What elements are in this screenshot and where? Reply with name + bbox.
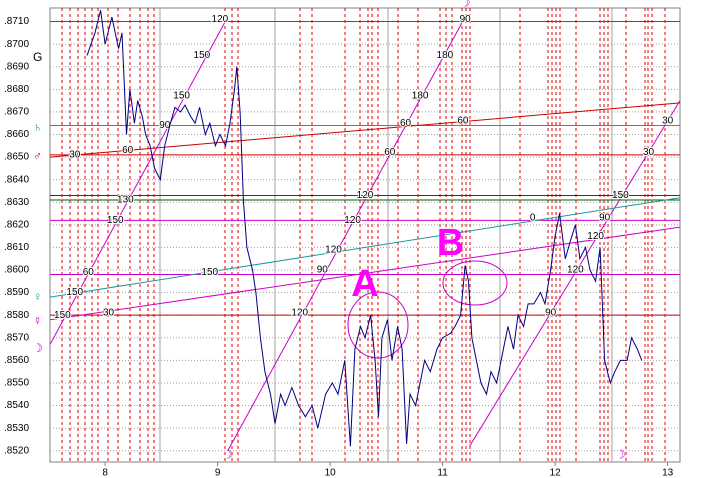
angle-label: 150 (612, 190, 629, 201)
y-tick-label: .8550 (4, 378, 29, 389)
aspect-ray (227, 16, 466, 451)
y-tick-label: .8530 (4, 423, 29, 434)
y-tick-label: .8600 (4, 265, 29, 276)
price-line (86, 10, 643, 447)
aspect-ray (49, 197, 681, 298)
y-tick-label: .8700 (4, 39, 29, 50)
aspect-ray (49, 16, 229, 345)
y-tick-label: .8630 (4, 197, 29, 208)
y-tick-label: .8610 (4, 242, 29, 253)
x-tick-label: 13 (662, 468, 674, 478)
annotation: B (437, 222, 464, 264)
y-tick-label: .8540 (4, 400, 29, 411)
angle-label: 90 (545, 308, 557, 319)
angle-label: 90 (159, 120, 171, 131)
angle-label: 150 (194, 50, 211, 61)
y-tick-label: .8520 (4, 445, 29, 456)
angle-label: 0 (530, 213, 536, 224)
angle-label: 150 (107, 215, 124, 226)
angle-label: 120 (212, 14, 229, 25)
circle-a (347, 291, 409, 359)
x-tick-label: 9 (215, 468, 221, 478)
aspect-ray (49, 102, 681, 158)
planet-glyph: ♂ (33, 149, 42, 163)
y-tick-label: .8690 (4, 61, 29, 72)
aspect-ray (469, 100, 681, 447)
angle-label: 130 (117, 195, 134, 206)
angle-label: 150 (201, 267, 218, 278)
x-tick-label: 10 (325, 468, 337, 478)
angle-label: 90 (460, 14, 472, 25)
y-tick-label: .8620 (4, 219, 29, 230)
x-tick-label: 8 (102, 468, 108, 478)
angle-label: 90 (317, 265, 329, 276)
angle-label: 60 (384, 147, 396, 158)
y-tick-label: .8680 (4, 84, 29, 95)
angle-label: 30 (643, 147, 655, 158)
y-tick-label: .8580 (4, 310, 29, 321)
x-tick-label: 12 (550, 468, 562, 478)
circle-b (442, 260, 508, 306)
angle-label: 150 (54, 310, 71, 321)
y-tick-label: .8640 (4, 174, 29, 185)
angle-label: 120 (325, 244, 342, 255)
angle-label: 120 (587, 231, 604, 242)
angle-label: 150 (173, 91, 190, 102)
angle-label: 120 (357, 190, 374, 201)
y-tick-label: .8670 (4, 107, 29, 118)
planet-glyph: ☿ (33, 314, 42, 328)
planet-glyph: ♀ (33, 289, 42, 303)
y-tick-label: .8710 (4, 16, 29, 27)
angle-label: 90 (599, 213, 611, 224)
angle-label: 60 (457, 116, 469, 127)
y-tick-label: .8560 (4, 355, 29, 366)
angle-label: 180 (437, 50, 454, 61)
annotation: A (351, 263, 378, 305)
planet-glyph: ☽ (460, 0, 471, 10)
angle-label: 60 (400, 118, 412, 129)
angle-label: 30 (662, 116, 674, 127)
y-tick-label: .8650 (4, 152, 29, 163)
y-tick-label: .8590 (4, 287, 29, 298)
planet-glyph: ☽ (222, 447, 233, 461)
x-tick-label: 11 (437, 468, 448, 478)
angle-label: 120 (567, 265, 584, 276)
angle-label: 120 (344, 215, 361, 226)
angle-label: 60 (83, 267, 95, 278)
planet-glyph: ☽ (32, 341, 43, 355)
planet-glyph: G (33, 50, 42, 64)
angle-label: 150 (66, 287, 83, 298)
angle-label: 30 (69, 149, 81, 160)
angle-label: 30 (103, 308, 115, 319)
y-tick-label: .8660 (4, 129, 29, 140)
planet-glyph: ☽ (615, 447, 626, 461)
aspect-ray (49, 226, 681, 321)
planet-glyph: ♄ (33, 120, 42, 134)
angle-label: 120 (291, 308, 308, 319)
y-tick-label: .8570 (4, 332, 29, 343)
angle-label: 60 (122, 145, 134, 156)
angle-label: 180 (412, 91, 429, 102)
plot-frame (49, 7, 681, 463)
